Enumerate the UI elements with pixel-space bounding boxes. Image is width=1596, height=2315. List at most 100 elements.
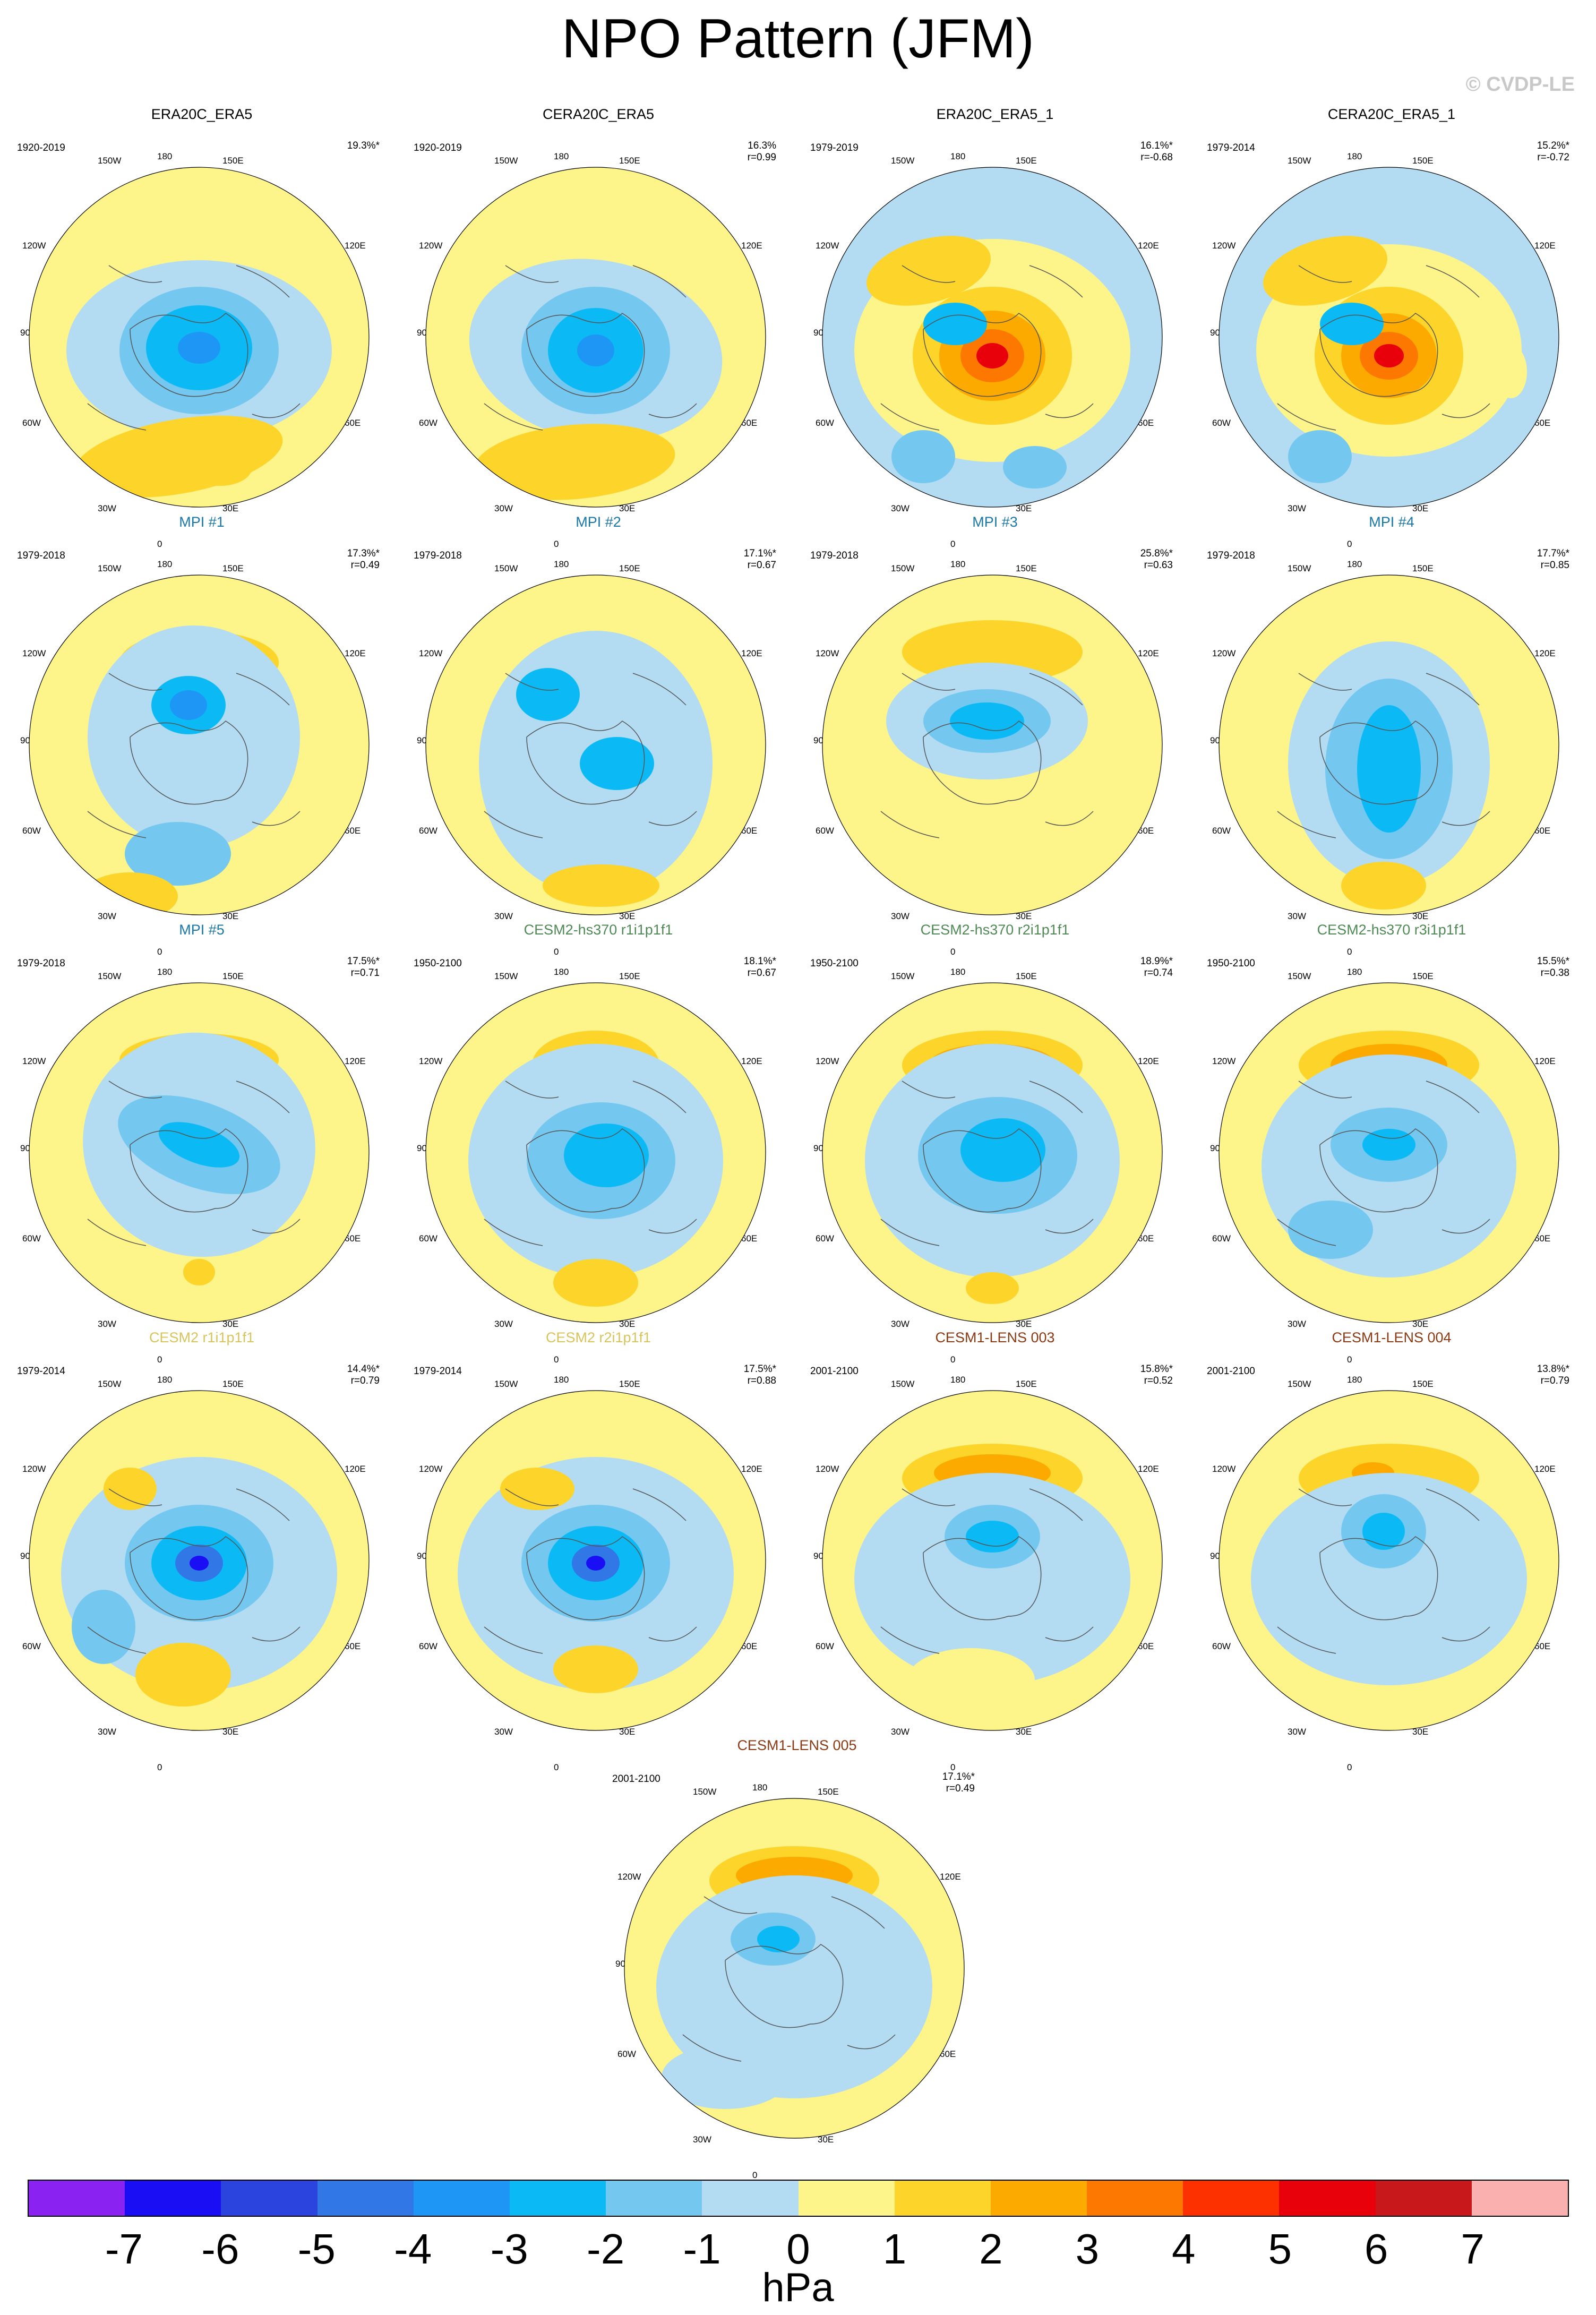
longitude-label: 30W: [98, 1727, 116, 1737]
longitude-label: 120W: [419, 648, 443, 658]
longitude-label: 120W: [816, 241, 839, 251]
longitude-label: 180: [1347, 967, 1362, 977]
longitude-label: 120W: [419, 241, 443, 251]
anomaly-contour: [907, 1648, 1035, 1712]
longitude-label: 120E: [1138, 648, 1159, 658]
panel-correlation: r=0.88: [747, 1375, 776, 1386]
map-boundary: [29, 167, 370, 508]
longitude-label: 120W: [1212, 241, 1236, 251]
panel-period: 1979-2018: [17, 550, 65, 561]
colorbar-tick-label: 7: [1461, 2225, 1485, 2273]
longitude-label: 60E: [345, 826, 361, 836]
anomaly-contour: [569, 451, 622, 483]
panel-correlation: r=0.99: [747, 152, 776, 163]
longitude-label: 120W: [419, 1056, 443, 1066]
panel-correlation: r=0.85: [1540, 560, 1569, 571]
map-panel: ERA20C_ERA5_1 1979-2019 16.1%* r=-0.68 180 0 1…: [799, 106, 1191, 549]
colorbar: [28, 2180, 1569, 2217]
longitude-label: 150E: [1412, 563, 1434, 573]
longitude-label: 30E: [222, 1319, 239, 1329]
colorbar-tick-label: 3: [1075, 2225, 1100, 2273]
longitude-label: 180: [950, 1375, 966, 1385]
credit-watermark: © CVDP-LE: [1465, 73, 1575, 96]
polar-map: [425, 1390, 766, 1731]
colorbar-tick-label: -1: [683, 2225, 721, 2273]
panel-period: 2001-2100: [612, 1773, 660, 1785]
anomaly-contour: [891, 430, 955, 483]
longitude-label: 180: [950, 151, 966, 161]
longitude-label: 60E: [1534, 1641, 1551, 1651]
panel-correlation: r=-0.68: [1140, 152, 1173, 163]
polar-map: [29, 982, 370, 1323]
longitude-label: 120W: [1212, 648, 1236, 658]
coastline: [1277, 1488, 1490, 1654]
longitude-label: 60E: [741, 1641, 758, 1651]
longitude-label: 60E: [940, 2049, 956, 2059]
longitude-label: 30E: [1412, 503, 1429, 513]
longitude-label: 120W: [1212, 1056, 1236, 1066]
panel-period: 1979-2018: [1207, 550, 1255, 561]
longitude-label: 120E: [345, 648, 366, 658]
longitude-label: 30W: [494, 911, 513, 921]
longitude-label: 150E: [1016, 971, 1037, 981]
longitude-label: 120W: [816, 1464, 839, 1474]
colorbar-tick-label: -7: [105, 2225, 143, 2273]
longitude-label: 30W: [891, 1319, 909, 1329]
panel-variance: 13.8%*: [1537, 1364, 1569, 1375]
map-panel: CESM1-LENS 004 2001-2100 13.8%* r=0.79 180 0 1…: [1195, 1330, 1588, 1772]
anomaly-contour: [1341, 862, 1426, 910]
longitude-label: 60E: [1138, 826, 1154, 836]
polar-map: [425, 982, 766, 1323]
panel-title: MPI #5: [179, 922, 225, 938]
panel-correlation: r=0.52: [1144, 1375, 1173, 1386]
longitude-label: 60W: [816, 826, 834, 836]
longitude-label: 150E: [1016, 156, 1037, 166]
longitude-label: 30E: [1412, 1727, 1429, 1737]
map-panel: MPI #5 1979-2018 17.5%* r=0.71 180 0 150W 150E 1…: [5, 922, 398, 1365]
longitude-label: 150W: [891, 971, 915, 981]
anomaly-contour: [564, 1124, 649, 1187]
longitude-label: 120W: [22, 648, 46, 658]
map-panel: MPI #4 1979-2018 17.7%* r=0.85 180 0 150W 150E 1…: [1195, 514, 1588, 957]
panel-title: MPI #3: [972, 514, 1018, 530]
panel-correlation: r=0.38: [1540, 967, 1569, 979]
longitude-label: 150W: [693, 1787, 717, 1797]
longitude-label: 180: [752, 1782, 768, 1793]
coastline: [1277, 1081, 1490, 1246]
panel-variance: 15.2%*: [1537, 140, 1569, 151]
longitude-label: 120W: [22, 1056, 46, 1066]
longitude-label: 120W: [22, 1464, 46, 1474]
map-boundary: [822, 167, 1163, 508]
longitude-label: 150E: [1016, 1379, 1037, 1389]
longitude-label: 30W: [891, 503, 909, 513]
longitude-label: 180: [950, 967, 966, 977]
longitude-label: 0: [554, 1762, 559, 1772]
longitude-label: 150E: [818, 1787, 839, 1797]
anomaly-contour: [104, 1468, 157, 1510]
longitude-label: 120E: [1534, 241, 1556, 251]
panel-variance: 16.1%*: [1140, 140, 1173, 151]
panel-title: CESM1-LENS 004: [1332, 1330, 1452, 1345]
longitude-label: 150W: [1288, 563, 1311, 573]
colorbar-swatch: [125, 2181, 221, 2216]
longitude-label: 60W: [419, 826, 437, 836]
longitude-label: 30W: [494, 1727, 513, 1737]
longitude-label: 0: [1347, 1354, 1352, 1365]
polar-map: [1219, 1390, 1559, 1731]
anomaly-contour: [500, 1468, 574, 1510]
longitude-label: 60W: [1212, 1641, 1231, 1651]
coastline: [880, 673, 1094, 838]
map-boundary: [29, 982, 370, 1323]
longitude-label: 150W: [98, 1379, 122, 1389]
polar-map: [1219, 982, 1559, 1323]
longitude-label: 30W: [1288, 1727, 1306, 1737]
longitude-label: 0: [1347, 947, 1352, 957]
anomaly-contour: [960, 1118, 1045, 1182]
anomaly-contour: [543, 864, 659, 907]
longitude-label: 60E: [345, 1233, 361, 1244]
longitude-label: 60W: [22, 1641, 41, 1651]
longitude-label: 120E: [1138, 1464, 1159, 1474]
coastline: [484, 265, 697, 431]
map-boundary: [624, 1798, 965, 2139]
longitude-label: 0: [752, 2170, 758, 2180]
